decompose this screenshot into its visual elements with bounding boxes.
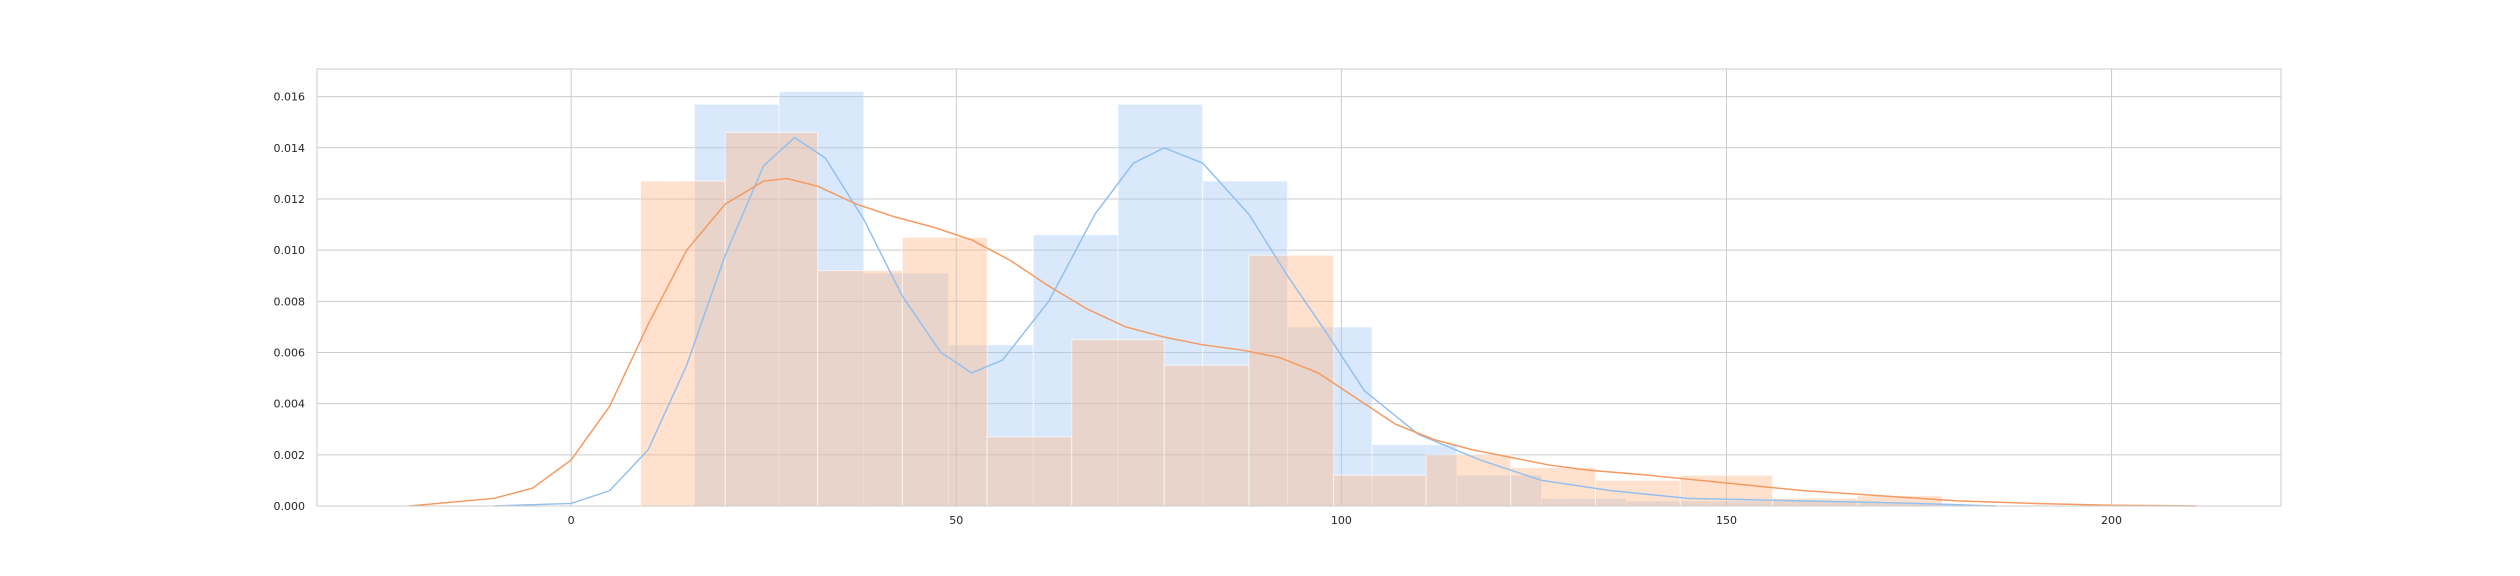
histogram-bar (817, 270, 903, 507)
y-tick-label: 0.000 (274, 500, 306, 513)
y-tick-label: 0.010 (274, 244, 306, 257)
histogram-bar (986, 436, 1073, 507)
x-tick-label: 50 (949, 514, 963, 527)
histogram-bar (1117, 103, 1204, 507)
y-tick-label: 0.002 (274, 449, 306, 462)
y-tick-label: 0.012 (274, 193, 306, 206)
y-tick-label: 0.006 (274, 346, 306, 359)
y-axis-ticks: 0.000 0.002 0.004 0.006 0.008 0.010 0.012 0.014… (274, 91, 306, 513)
x-tick-label: 150 (1716, 514, 1737, 527)
y-tick-label: 0.016 (274, 91, 306, 104)
histogram-bar (1595, 479, 1681, 507)
x-tick-label: 200 (2101, 514, 2122, 527)
histogram-bar (639, 180, 726, 507)
y-tick-label: 0.008 (274, 295, 306, 308)
histogram-bar (724, 131, 819, 507)
histogram-bar (1425, 454, 1512, 507)
x-tick-label: 100 (1331, 514, 1352, 527)
y-tick-label: 0.014 (274, 142, 306, 155)
kde-curve (494, 136, 1997, 507)
histogram-bar (863, 272, 950, 507)
histogram-bar (1333, 474, 1427, 507)
histogram-bar (948, 344, 1034, 507)
histogram-bar (1248, 254, 1335, 507)
grid-layer (317, 69, 2281, 507)
histogram-bar (778, 91, 865, 507)
x-axis-ticks: 0 50 100 150 200 (568, 514, 2122, 527)
histogram-bar (1071, 339, 1165, 507)
x-tick-label: 0 (568, 514, 575, 527)
histogram-bar (1202, 180, 1288, 507)
kde-curve (409, 177, 2197, 507)
y-tick-label: 0.004 (274, 398, 306, 411)
kde-layer (409, 136, 2197, 507)
histogram-bar (1163, 364, 1250, 507)
histogram-bar (1286, 326, 1373, 507)
plot-frame (316, 68, 2282, 507)
